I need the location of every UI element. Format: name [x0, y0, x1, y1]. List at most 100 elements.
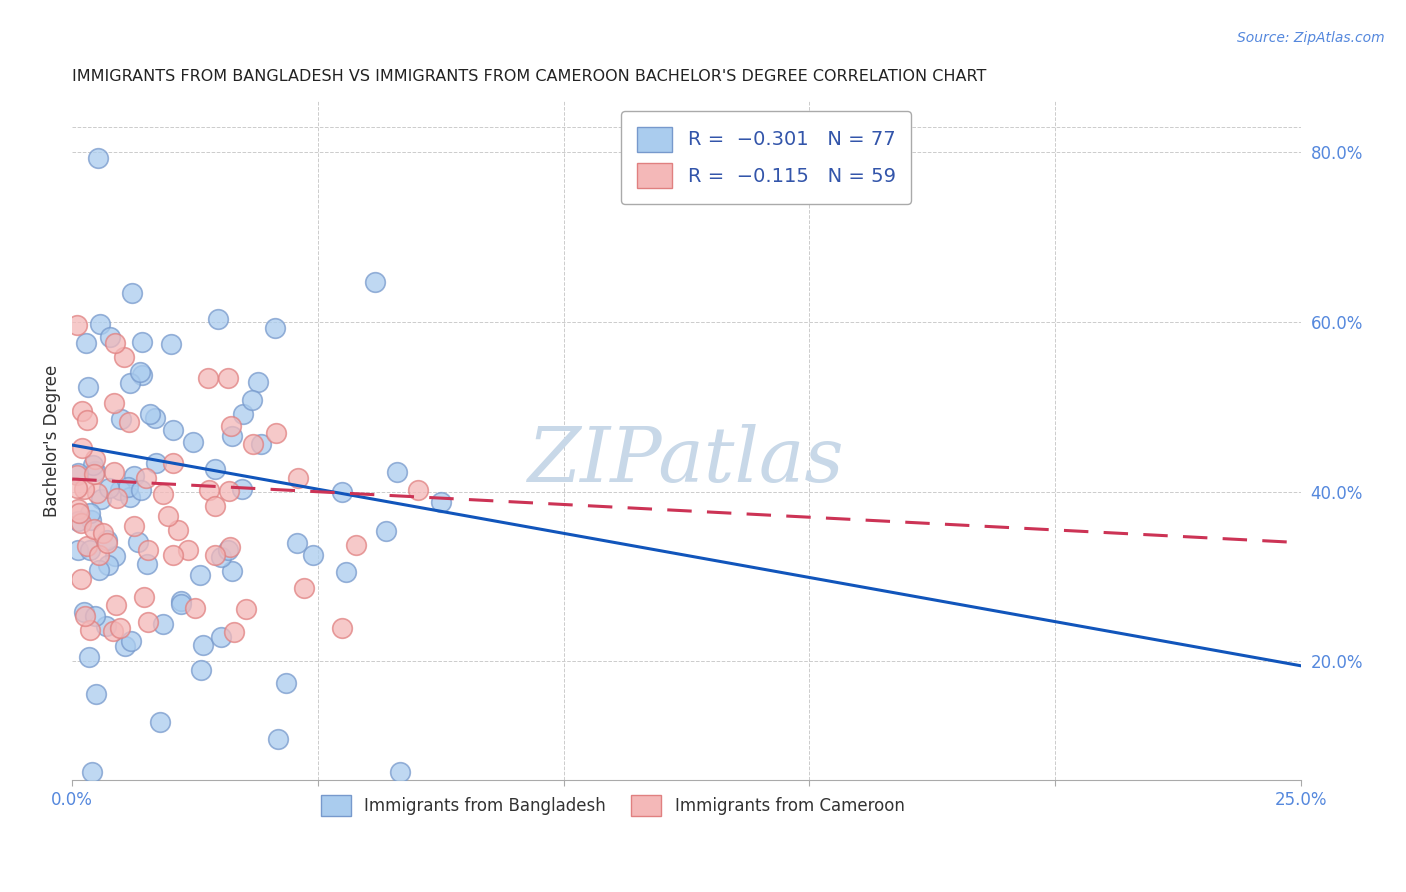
Point [335, 566, 357, 580]
Point [136, 557, 159, 571]
Point [117, 480, 139, 494]
Point [67, 501, 90, 516]
Point [181, 434, 204, 449]
Point [218, 484, 240, 499]
Point [160, 337, 183, 351]
Point [70, 441, 93, 455]
Point [86, 486, 108, 500]
Point [96, 536, 118, 550]
Point [80, 764, 103, 779]
Point [170, 594, 193, 608]
Point [103, 396, 125, 410]
Point [132, 591, 155, 605]
Point [131, 334, 153, 349]
Point [197, 371, 219, 385]
Point [84, 464, 107, 478]
Point [292, 581, 315, 595]
Point [221, 565, 243, 579]
Point [105, 491, 128, 505]
Point [110, 412, 132, 426]
Point [287, 536, 309, 550]
Point [79, 543, 101, 558]
Point [73, 482, 96, 496]
Point [94, 619, 117, 633]
Point [76, 540, 98, 554]
Point [136, 543, 159, 558]
Point [162, 423, 184, 437]
Point [217, 370, 239, 384]
Point [66, 467, 89, 482]
Legend: Immigrants from Bangladesh, Immigrants from Cameroon: Immigrants from Bangladesh, Immigrants f… [315, 789, 911, 823]
Point [143, 411, 166, 425]
Point [103, 465, 125, 479]
Point [250, 437, 273, 451]
Point [66, 466, 89, 480]
Point [112, 350, 135, 364]
Point [73, 609, 96, 624]
Point [67, 543, 90, 558]
Point [104, 335, 127, 350]
Point [89, 317, 111, 331]
Point [152, 616, 174, 631]
Point [364, 275, 387, 289]
Point [66, 481, 89, 495]
Point [344, 538, 367, 552]
Point [120, 633, 142, 648]
Point [67, 506, 90, 520]
Point [204, 499, 226, 513]
Point [76, 379, 98, 393]
Point [184, 601, 207, 615]
Point [80, 512, 103, 526]
Point [131, 368, 153, 382]
Point [152, 487, 174, 501]
Point [219, 419, 242, 434]
Point [207, 312, 229, 326]
Point [235, 601, 257, 615]
Point [83, 467, 105, 481]
Point [87, 152, 110, 166]
Point [129, 483, 152, 498]
Point [97, 482, 120, 496]
Point [232, 407, 254, 421]
Point [267, 731, 290, 746]
Point [330, 621, 353, 635]
Point [263, 320, 285, 334]
Point [197, 483, 219, 497]
Point [86, 687, 108, 701]
Point [75, 336, 97, 351]
Point [127, 535, 149, 549]
Point [170, 597, 193, 611]
Point [97, 558, 120, 573]
Point [79, 506, 101, 520]
Point [104, 549, 127, 563]
Point [84, 608, 107, 623]
Point [76, 413, 98, 427]
Point [135, 471, 157, 485]
Point [217, 543, 239, 558]
Point [242, 437, 264, 451]
Point [66, 318, 89, 332]
Point [162, 456, 184, 470]
Point [82, 458, 104, 472]
Text: IMMIGRANTS FROM BANGLADESH VS IMMIGRANTS FROM CAMEROON BACHELOR'S DEGREE CORRELA: IMMIGRANTS FROM BANGLADESH VS IMMIGRANTS… [72, 69, 987, 84]
Point [191, 638, 214, 652]
Point [188, 568, 211, 582]
Point [218, 540, 240, 554]
Point [91, 525, 114, 540]
Point [79, 624, 101, 638]
Point [209, 549, 232, 564]
Point [190, 663, 212, 677]
Point [301, 548, 323, 562]
Point [103, 624, 125, 638]
Point [118, 415, 141, 429]
Point [221, 429, 243, 443]
Point [98, 330, 121, 344]
Point [90, 491, 112, 506]
Point [118, 490, 141, 504]
Point [96, 533, 118, 547]
Point [145, 456, 167, 470]
Text: ZIPatlas: ZIPatlas [529, 425, 845, 499]
Point [122, 519, 145, 533]
Point [156, 508, 179, 523]
Point [406, 483, 429, 497]
